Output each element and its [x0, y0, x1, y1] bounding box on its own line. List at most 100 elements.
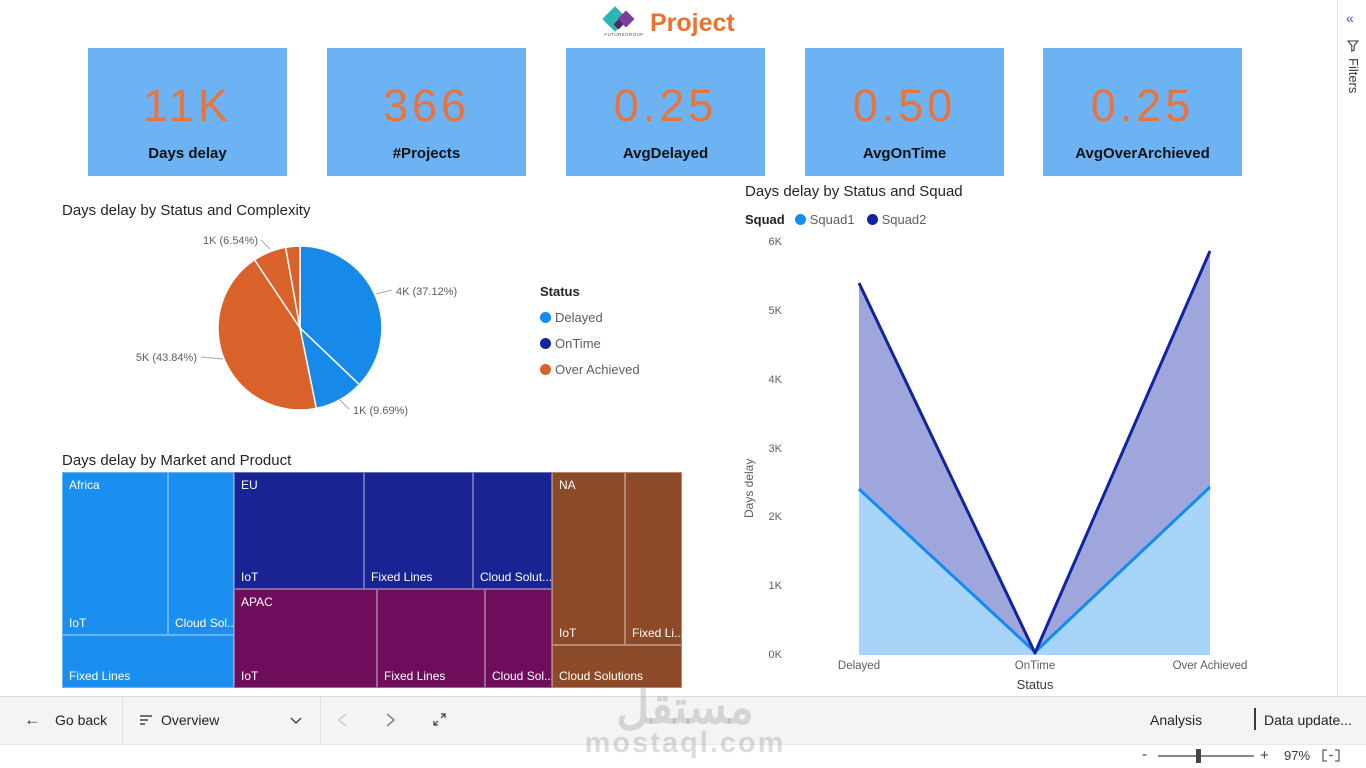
treemap-cell-africa-cloud[interactable]: Cloud Sol... [168, 472, 238, 635]
treemap-region-na[interactable]: NA IoT Fixed Li... Cloud Solutions [552, 472, 685, 688]
treemap-cell-apac-cloud[interactable]: Cloud Sol... [485, 589, 554, 688]
pie-slice-delayed-1[interactable] [299, 245, 383, 386]
treemap-cell-eu-cloud[interactable]: Cloud Solut... [473, 472, 552, 589]
kpi-value: 0.50 [852, 80, 957, 131]
pie-label-1k-654: 1K (6.54%) [203, 235, 258, 247]
delayed-dot-icon [540, 312, 551, 323]
pie-label-5k: 5K (43.84%) [136, 352, 197, 364]
zoom-slider-handle[interactable] [1196, 749, 1201, 763]
treemap-cell-eu-iot[interactable]: EU IoT [234, 472, 364, 589]
legend-item-over-achieved[interactable]: Over Achieved [540, 362, 640, 377]
kpi-label: AvgOnTime [862, 145, 947, 162]
zoom-out-button[interactable]: - [1142, 746, 1147, 763]
kpi-card-avg-ontime[interactable]: 0.50 AvgOnTime [805, 48, 1004, 176]
y-tick: 1K [768, 580, 782, 592]
fit-to-page-icon[interactable] [1322, 749, 1340, 762]
previous-page-icon[interactable] [338, 713, 347, 727]
legend-label: Delayed [555, 310, 603, 325]
treemap-product-label: Cloud Solutions [559, 669, 644, 683]
zoom-level-value: 97% [1284, 748, 1311, 763]
analysis-button[interactable]: Analysis [1150, 712, 1203, 728]
zoom-slider-track[interactable] [1158, 755, 1254, 757]
kpi-label: AvgOverArchieved [1075, 145, 1210, 162]
x-tick-ontime: OnTime [1014, 660, 1056, 672]
y-tick: 0K [768, 649, 782, 661]
actual-size-icon[interactable] [432, 712, 447, 727]
treemap-cell-apac-iot[interactable]: APAC IoT [234, 589, 377, 688]
pie-callout-line [375, 289, 393, 295]
treemap-product-label: Fixed Li... [632, 626, 685, 640]
treemap-region-africa[interactable]: Africa IoT Cloud Sol... Fixed Lines [62, 472, 238, 688]
area-chart-plot [857, 250, 1212, 655]
area-fill-squad1[interactable] [859, 487, 1210, 655]
treemap-cell-na-fixed[interactable]: Fixed Li... [625, 472, 685, 645]
go-back-button[interactable]: Go back [55, 712, 108, 728]
squad2-dot-icon [866, 214, 878, 225]
treemap-cell-na-iot[interactable]: NA IoT [552, 472, 625, 645]
pie-legend-title: Status [540, 284, 580, 299]
y-axis-title: Days delay [742, 458, 756, 518]
treemap-market-label: NA [559, 478, 576, 492]
pie-callout-line [339, 399, 350, 410]
zoom-in-button[interactable]: + [1260, 747, 1269, 764]
area-fill-squad2[interactable] [859, 251, 1210, 655]
legend-item-squad2[interactable]: Squad2 [866, 212, 926, 227]
pie-label-1k-969: 1K (9.69%) [353, 405, 408, 417]
legend-label: OnTime [555, 336, 601, 351]
legend-item-squad1[interactable]: Squad1 [794, 212, 855, 227]
pie-callout-line [260, 239, 271, 250]
treemap-cell-africa-iot[interactable]: Africa IoT [62, 472, 168, 635]
area-legend-title: Squad [745, 212, 785, 227]
chevron-down-icon[interactable] [290, 717, 302, 724]
treemap-cell-eu-fixed[interactable]: Fixed Lines [364, 472, 473, 589]
page-selector-dropdown[interactable]: Overview [161, 712, 220, 728]
legend-item-ontime[interactable]: OnTime [540, 336, 640, 351]
treemap-product-label: IoT [69, 616, 87, 630]
kpi-label: AvgDelayed [622, 145, 709, 162]
treemap-cell-africa-fixed[interactable]: Fixed Lines [62, 635, 234, 688]
divider [1254, 708, 1256, 730]
kpi-value: 11K [143, 80, 232, 131]
x-tick-over-achieved: Over Achieved [1172, 660, 1248, 672]
data-update-button[interactable]: Data update... [1264, 712, 1352, 728]
pie-chart-title: Days delay by Status and Complexity [62, 202, 311, 219]
kpi-card-days-delay[interactable]: 11K Days delay [88, 48, 287, 176]
next-page-icon[interactable] [386, 713, 395, 727]
squad1-dot-icon [794, 214, 806, 225]
pie-slice-over-achieved-1[interactable] [217, 258, 318, 411]
y-tick: 5K [768, 305, 782, 317]
kpi-card-projects[interactable]: 366 #Projects [327, 48, 526, 176]
page-list-icon [140, 715, 152, 725]
legend-item-delayed[interactable]: Delayed [540, 310, 640, 325]
pie-legend: Status Delayed OnTime Over Achieved [540, 284, 640, 377]
kpi-value: 366 [382, 80, 471, 131]
treemap: Africa IoT Cloud Sol... Fixed Lines EU I… [62, 472, 685, 688]
treemap-market-label: Africa [69, 478, 100, 492]
treemap-cell-apac-fixed[interactable]: Fixed Lines [377, 589, 485, 688]
pie-callout-line [200, 356, 224, 360]
kpi-card-avg-delayed[interactable]: 0.25 AvgDelayed [566, 48, 765, 176]
treemap-region-apac[interactable]: APAC IoT Fixed Lines Cloud Sol... [234, 589, 554, 688]
kpi-card-avg-over-achieved[interactable]: 0.25 AvgOverArchieved [1043, 48, 1242, 176]
collapse-pane-icon[interactable]: « [1346, 10, 1354, 26]
kpi-value: 0.25 [1090, 80, 1195, 131]
treemap-product-label: IoT [241, 669, 259, 683]
area-chart-legend: Squad Squad1 Squad2 [745, 212, 926, 227]
treemap-cell-na-cloud[interactable]: Cloud Solutions [552, 645, 682, 688]
treemap-product-label: Fixed Lines [384, 669, 446, 683]
area-line-squad2[interactable] [857, 250, 1212, 655]
y-tick: 3K [768, 443, 782, 455]
filters-pane: « Filters [1337, 0, 1366, 696]
treemap-product-label: IoT [559, 626, 577, 640]
treemap-market-label: EU [241, 478, 258, 492]
kpi-label: #Projects [392, 145, 461, 162]
logo-subtext: FUTUREGROUP [604, 32, 644, 37]
company-logo-icon [602, 6, 644, 44]
treemap-product-label: Cloud Sol... [175, 616, 238, 630]
pie-slice-over-achieved-3[interactable] [284, 245, 301, 329]
report-title: Project [650, 9, 735, 37]
x-tick-delayed: Delayed [837, 660, 881, 672]
back-arrow-icon[interactable]: ← [24, 710, 41, 729]
treemap-region-eu[interactable]: EU IoT Fixed Lines Cloud Solut... [234, 472, 552, 589]
ontime-dot-icon [540, 338, 551, 349]
